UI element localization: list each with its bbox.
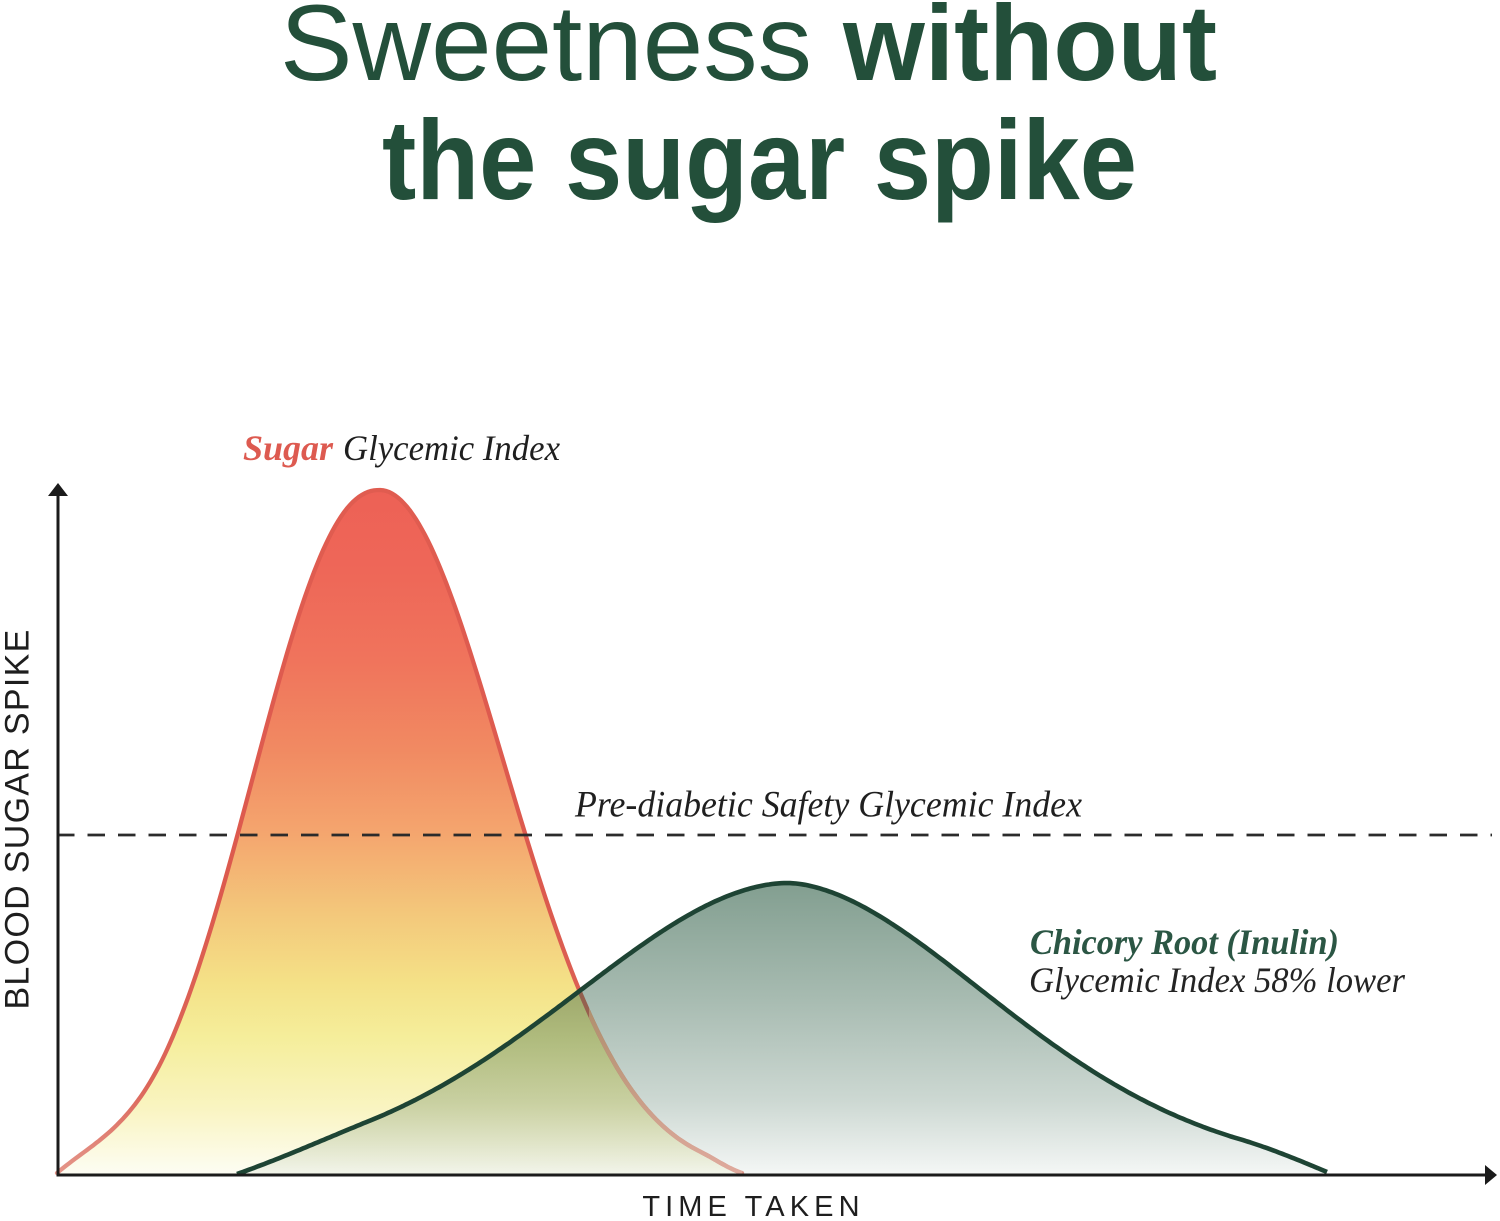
svg-text:Glycemic Index: Glycemic Index <box>343 428 560 468</box>
svg-text:Glycemic Index 58% lower: Glycemic Index 58% lower <box>1029 960 1406 1000</box>
svg-text:TIME TAKEN: TIME TAKEN <box>642 1191 864 1221</box>
svg-text:Sweetness: Sweetness <box>280 0 812 103</box>
svg-text:without: without <box>842 0 1217 103</box>
svg-text:the sugar spike: the sugar spike <box>382 97 1137 223</box>
svg-text:Chicory Root (Inulin): Chicory Root (Inulin) <box>1030 922 1339 962</box>
svg-text:Pre-diabetic Safety Glycemic I: Pre-diabetic Safety Glycemic Index <box>574 785 1083 826</box>
svg-text:BLOOD SUGAR SPIKE: BLOOD SUGAR SPIKE <box>0 628 37 1009</box>
svg-text:Sugar: Sugar <box>243 428 334 468</box>
